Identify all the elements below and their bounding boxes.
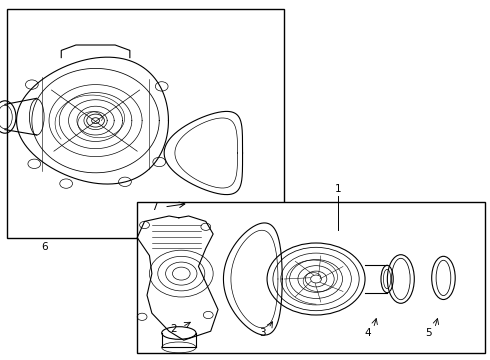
- Bar: [137, 202, 485, 353]
- Bar: [7, 9, 284, 238]
- Text: 5: 5: [425, 328, 432, 338]
- Text: 7: 7: [151, 202, 158, 212]
- Text: 1: 1: [335, 184, 342, 194]
- Text: 3: 3: [259, 328, 266, 338]
- Text: 4: 4: [364, 328, 371, 338]
- Text: 6: 6: [41, 242, 48, 252]
- Text: 2: 2: [171, 324, 177, 334]
